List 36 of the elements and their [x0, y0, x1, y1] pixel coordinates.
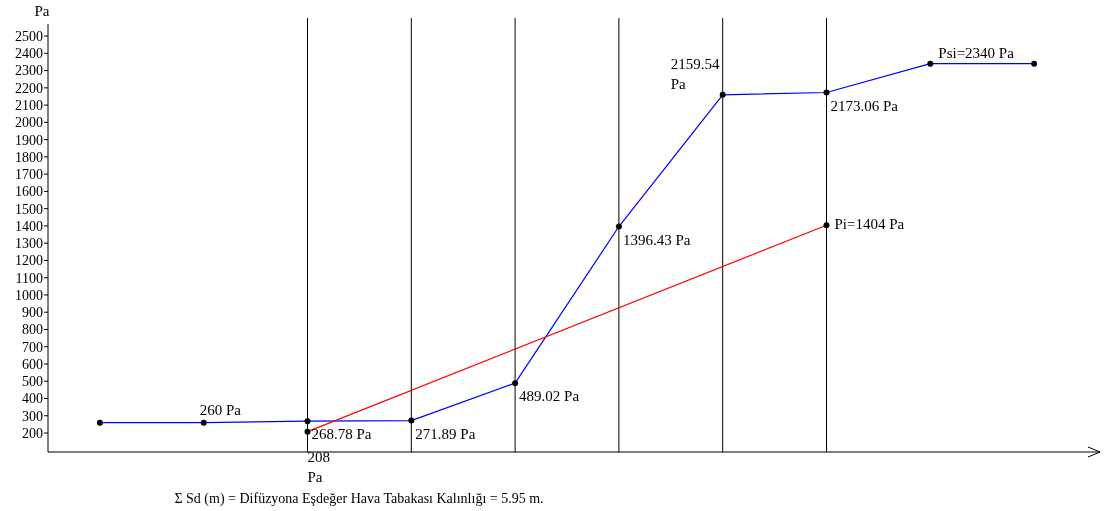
- y-tick-label: 700: [22, 339, 43, 355]
- y-tick-label: 900: [22, 305, 43, 321]
- y-tick-label: 400: [22, 391, 43, 407]
- data-label: 489.02 Pa: [519, 388, 580, 405]
- y-tick-label: 800: [22, 322, 43, 338]
- data-label: 1396.43 Pa: [622, 231, 691, 248]
- y-tick-label: 1500: [15, 201, 43, 217]
- y-tick-label: 200: [22, 425, 43, 441]
- data-label: 2159.54 Pa: [670, 55, 720, 92]
- y-tick-label: 600: [22, 356, 43, 372]
- data-label: 271.89 Pa: [415, 425, 476, 442]
- y-tick-label: 500: [22, 374, 43, 390]
- data-label: 260 Pa: [199, 401, 242, 418]
- y-tick-label: 1000: [15, 287, 43, 303]
- y-tick-label: 1700: [15, 167, 43, 183]
- data-label: Psi=2340 Pa: [938, 44, 1015, 61]
- y-tick-label: 1900: [15, 132, 43, 148]
- data-label: 208 Pa: [307, 448, 330, 485]
- y-tick-label: 1300: [15, 236, 43, 252]
- data-label: 268.78 Pa: [311, 426, 372, 443]
- y-axis-title: Pa: [34, 3, 50, 19]
- y-tick-label: 1200: [15, 253, 43, 269]
- y-tick-label: 300: [22, 408, 43, 424]
- y-tick-label: 2100: [15, 98, 43, 114]
- y-tick-label: 2200: [15, 80, 43, 96]
- y-tick-label: 1800: [15, 149, 43, 165]
- y-tick-label: 1400: [15, 218, 43, 234]
- text: Σ Sd (m) = Difüzyona Eşdeğer Hava Tabakası Kalınlığı = 5.95 m.: [174, 491, 544, 507]
- y-tick-label: 2300: [15, 63, 43, 79]
- y-tick-label: 2500: [15, 28, 43, 44]
- data-label: Pi=1404 Pa: [834, 216, 905, 233]
- data-label: 2173.06 Pa: [830, 97, 899, 114]
- y-tick-label: 1600: [15, 184, 43, 200]
- y-tick-label: 2400: [15, 46, 43, 62]
- y-tick-label: 1100: [15, 270, 43, 286]
- y-tick-label: 2000: [15, 115, 43, 131]
